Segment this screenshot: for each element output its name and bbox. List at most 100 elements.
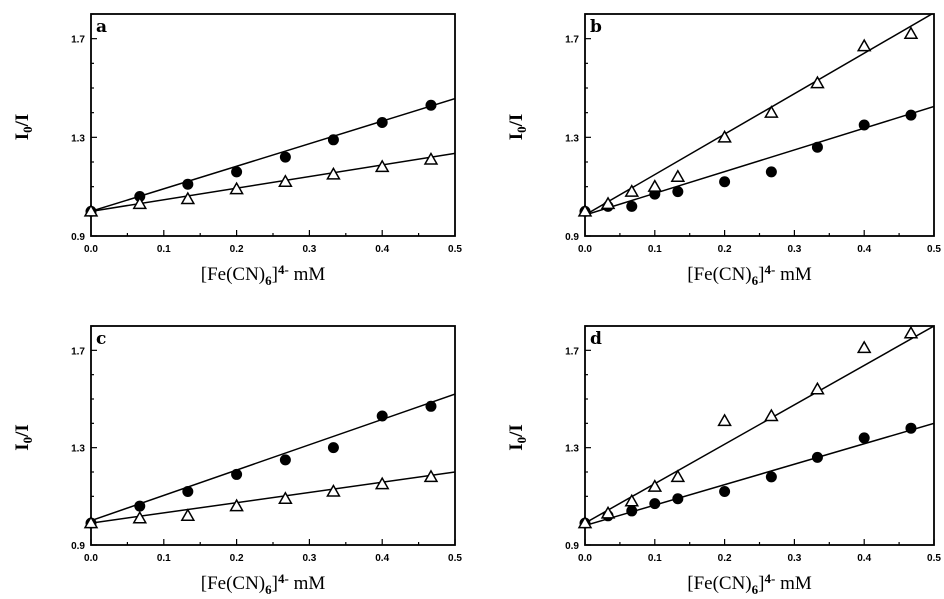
chart-panel-a: 0.0 0.1 0.2 0.3 0.4 0.5 0.9 1.3 1.7 a [Fe(CN)6]4- …	[12, 13, 462, 288]
y-tick-label: 1.7	[565, 35, 579, 46]
x-tick-label: 0.5	[927, 553, 941, 564]
data-point-triangle	[423, 469, 439, 483]
x-tick-label: 0.2	[230, 244, 244, 255]
data-point-triangle	[670, 469, 686, 483]
y-tick-label: 0.9	[565, 541, 579, 552]
data-point-triangle	[856, 340, 872, 354]
data-point-triangle	[624, 493, 640, 507]
data-point-circle	[672, 493, 684, 505]
data-point-triangle	[132, 196, 148, 210]
data-point-triangle	[577, 203, 593, 217]
y-tick-label: 1.3	[565, 444, 579, 455]
y-axis-label: I0/I	[506, 114, 529, 141]
y-tick-label: 0.9	[565, 232, 579, 243]
data-point-circle	[649, 498, 661, 510]
data-point-triangle	[903, 325, 919, 339]
fit-line	[585, 326, 934, 524]
y-tick-label: 0.9	[71, 232, 85, 243]
x-tick-label: 0.4	[857, 553, 871, 564]
data-point-triangle	[717, 413, 732, 427]
data-point-circle	[811, 451, 823, 463]
x-tick-label: 0.0	[578, 553, 592, 564]
x-tick-label: 0.3	[302, 244, 316, 255]
x-axis-label: [Fe(CN)6]4- mM	[201, 262, 326, 288]
fit-line	[91, 152, 455, 213]
data-point-triangle	[180, 508, 196, 522]
data-point-triangle	[647, 479, 663, 492]
x-tick-label: 0.5	[927, 244, 941, 255]
data-point-circle	[765, 166, 777, 178]
x-tick-label: 0.0	[578, 244, 592, 255]
data-point-triangle	[278, 174, 293, 187]
x-tick-label: 0.3	[787, 553, 801, 564]
data-point-triangle	[624, 184, 640, 197]
data-point-triangle	[374, 159, 390, 173]
data-point-circle	[765, 471, 777, 483]
x-tick-label: 0.1	[157, 553, 171, 564]
data-point-circle	[626, 200, 638, 212]
data-point-circle	[719, 485, 731, 497]
data-point-circle	[811, 141, 823, 153]
data-point-triangle	[810, 381, 825, 395]
fit-line	[91, 97, 455, 213]
data-point-circle	[231, 166, 243, 178]
data-point-triangle	[423, 152, 439, 165]
data-point-circle	[327, 134, 339, 146]
data-point-triangle	[670, 169, 686, 183]
x-tick-label: 0.4	[857, 244, 871, 255]
data-point-circle	[134, 500, 146, 512]
x-tick-label: 0.1	[157, 244, 171, 255]
x-tick-label: 0.3	[787, 244, 801, 255]
fit-line	[585, 14, 934, 216]
y-tick-label: 1.3	[71, 444, 85, 455]
data-point-circle	[626, 505, 638, 517]
data-point-triangle	[180, 191, 196, 205]
plot-frame	[90, 325, 456, 546]
data-point-circle	[182, 178, 194, 190]
data-point-circle	[376, 410, 388, 422]
data-point-circle	[905, 109, 917, 121]
data-point-circle	[905, 422, 917, 434]
data-point-circle	[672, 186, 684, 198]
x-tick-label: 0.1	[648, 244, 662, 255]
y-axis-label: I0/I	[12, 114, 35, 141]
data-point-circle	[279, 151, 291, 163]
fit-line	[585, 422, 934, 527]
fit-line	[585, 105, 934, 216]
plot-frame	[584, 325, 935, 546]
data-point-triangle	[83, 515, 99, 529]
data-point-triangle	[647, 179, 663, 192]
x-axis-label: [Fe(CN)6]4- mM	[687, 571, 812, 597]
x-tick-label: 0.3	[302, 553, 316, 564]
data-point-triangle	[83, 203, 99, 217]
x-tick-label: 0.1	[648, 553, 662, 564]
x-tick-label: 0.2	[718, 244, 732, 255]
y-axis-label: I0/I	[506, 424, 529, 451]
x-tick-label: 0.0	[84, 244, 98, 255]
data-point-triangle	[374, 476, 390, 490]
data-point-circle	[719, 176, 731, 188]
fit-line	[91, 393, 455, 522]
data-point-triangle	[278, 491, 293, 505]
panel-letter: d	[590, 329, 602, 349]
y-tick-label: 1.7	[71, 346, 85, 357]
data-point-circle	[231, 468, 243, 480]
x-tick-label: 0.2	[718, 553, 732, 564]
data-point-triangle	[577, 515, 593, 529]
data-point-triangle	[229, 498, 244, 512]
data-point-triangle	[764, 105, 779, 118]
data-point-triangle	[229, 181, 244, 195]
data-point-circle	[425, 99, 437, 111]
data-point-triangle	[903, 26, 919, 39]
x-tick-label: 0.2	[230, 553, 244, 564]
data-point-triangle	[764, 408, 779, 422]
chart-panel-c: 0.0 0.1 0.2 0.3 0.4 0.5 0.9 1.3 1.7 c [Fe(CN)6]4- …	[12, 325, 462, 597]
data-point-triangle	[326, 483, 341, 497]
data-point-triangle	[717, 129, 732, 143]
y-tick-label: 1.7	[71, 35, 85, 46]
data-point-triangle	[132, 510, 148, 524]
fit-line	[91, 471, 455, 524]
y-tick-label: 1.3	[71, 133, 85, 144]
data-point-circle	[425, 400, 437, 412]
